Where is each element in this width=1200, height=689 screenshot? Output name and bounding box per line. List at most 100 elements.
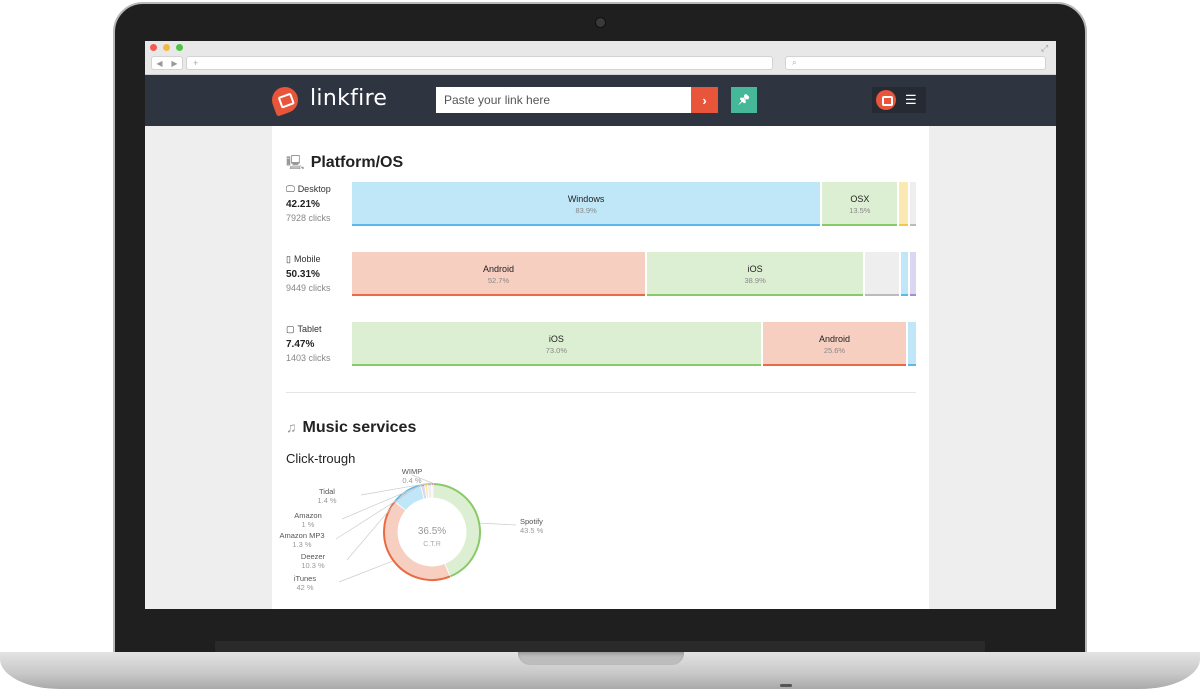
platform-bar-segment[interactable]: Windows 83.9% [352,182,821,226]
ctr-label: C.T.R [423,541,441,548]
device-label: Mobile [293,254,321,264]
click-through-subtitle: Click-trough [286,451,356,466]
donut-slice-edge [383,500,451,581]
donut-slice[interactable] [431,482,434,499]
mobile-icon: ▯ [286,254,291,264]
service-name: Spotify [520,517,543,526]
device-label: Desktop [297,184,331,194]
donut-label: Amazon MP3 1.3 % [272,531,332,549]
webcam [595,17,606,28]
donut-leader-line [335,483,423,540]
segment-percent: 13.5% [849,206,871,215]
platform-bar-segment[interactable]: iOS 38.9% [647,252,864,296]
donut-leader-line [341,483,427,520]
platform-bar-segment[interactable]: Android 25.6% [762,322,907,366]
platform-row-label: ▢ Tablet 7.47% 1403 clicks [286,324,348,363]
service-name: WIMP [401,467,423,476]
platform-bar-segment[interactable] [900,252,909,296]
platform-row-label: ▯ Mobile 50.31% 9449 clicks [286,254,348,293]
submit-link-button[interactable]: › [691,87,718,113]
search-icon: ⌕ [792,58,797,67]
browser-nav-buttons: ◀ ▶ [151,56,183,70]
platform-row-label: 🖵 Desktop 42.21% 7928 clicks [286,184,348,223]
platform-section-title: 🖳 Platform/OS [286,152,403,176]
chevron-right-icon: › [702,92,707,108]
pin-icon: 📌 [737,94,751,106]
segment-percent: 52.7% [487,276,510,285]
platform-bar-segment[interactable] [908,322,916,366]
platform-bar-segment[interactable] [910,252,916,296]
brand-name[interactable]: linkfire [310,86,388,111]
laptop-notch [518,652,684,665]
service-percent: 1.3 % [292,540,312,549]
segment-name: OSX [850,194,870,204]
device-name: ▢ Tablet [286,324,348,335]
browser-search-bar[interactable]: ⌕ [785,56,1046,70]
device-name: ▯ Mobile [286,254,348,265]
pin-button[interactable]: 📌 [731,87,757,113]
platform-bar-segment[interactable]: Android 52.7% [352,252,645,296]
segment-percent: 38.9% [744,276,766,285]
maximize-window-button[interactable] [176,44,183,51]
minimize-window-button[interactable] [163,44,170,51]
device-clicks: 9449 clicks [286,283,331,293]
segment-name: Android [818,334,850,344]
device-percent: 7.47% [286,339,315,350]
platform-bar-segment[interactable]: OSX 13.5% [822,182,898,226]
donut-leader-line [346,490,407,561]
donut-label: Tidal 1.4 % [297,487,357,505]
url-bar[interactable]: + [186,56,773,70]
segment-name: iOS [747,264,763,274]
avatar[interactable] [876,90,896,110]
device-name: 🖵 Desktop [286,184,348,195]
service-name: Amazon [294,511,322,520]
platform-bar: iOS 73.0% Android 25.6% [352,322,916,366]
service-name: Deezer [300,552,326,561]
segment-percent: 25.6% [823,346,846,355]
close-window-button[interactable] [150,44,157,51]
device-percent: 50.31% [286,269,320,280]
platform-bar-segment[interactable] [899,182,909,226]
service-name: iTunes [293,574,317,583]
user-menu[interactable]: ☰ [872,87,926,113]
resize-icon[interactable]: ⤢ [1041,43,1049,53]
platform-bar: Android 52.7% iOS 38.9% [352,252,916,296]
donut-svg: 36.5% C.T.R [335,474,517,583]
segment-percent: 83.9% [575,206,597,215]
donut-leader-line [338,560,393,583]
ctr-donut-chart: 36.5% C.T.R Spotify 43.5 % iTunes 42 % Deezer… [279,466,602,609]
service-percent: 1 % [301,520,315,529]
platform-bar-segment[interactable]: iOS 73.0% [352,322,761,366]
platform-bar-segment[interactable] [865,252,899,296]
paste-link-input[interactable] [436,87,691,113]
laptop-hinge [215,641,985,655]
laptop-foot [780,684,792,687]
screen: ⤢ ◀ ▶ + ⌕ linkfire › 📌 [145,41,1056,609]
forward-icon[interactable]: ▶ [171,58,178,68]
service-percent: 10.3 % [301,561,325,570]
donut-slice-edge [432,483,481,578]
platform-title-text: Platform/OS [310,154,404,171]
hamburger-menu-icon[interactable]: ☰ [905,92,917,107]
donut-label: Spotify 43.5 % [520,517,580,535]
ctr-value: 36.5% [418,526,446,537]
device-label: Tablet [297,324,322,334]
music-title-text: Music services [302,419,417,436]
segment-name: Android [482,264,515,274]
music-section-title: ♫ Music services [286,419,416,437]
platform-bar-segment[interactable] [910,182,916,226]
app-header: linkfire › 📌 ☰ [145,75,1056,126]
tablet-icon: ▢ [286,324,295,334]
desktop-icon: 🖵 [286,184,295,194]
platform-bar: Windows 83.9% OSX 13.5% [352,182,916,226]
new-tab-icon[interactable]: + [193,58,199,68]
back-icon[interactable]: ◀ [156,58,163,68]
segment-name: iOS [548,334,564,344]
linkfire-logo-icon[interactable] [268,83,302,117]
music-note-icon: ♫ [286,419,297,435]
service-percent: 0.4 % [402,476,422,485]
service-percent: 42 % [296,583,314,592]
donut-label: Amazon 1 % [278,511,338,529]
donut-leader-line [360,482,430,496]
